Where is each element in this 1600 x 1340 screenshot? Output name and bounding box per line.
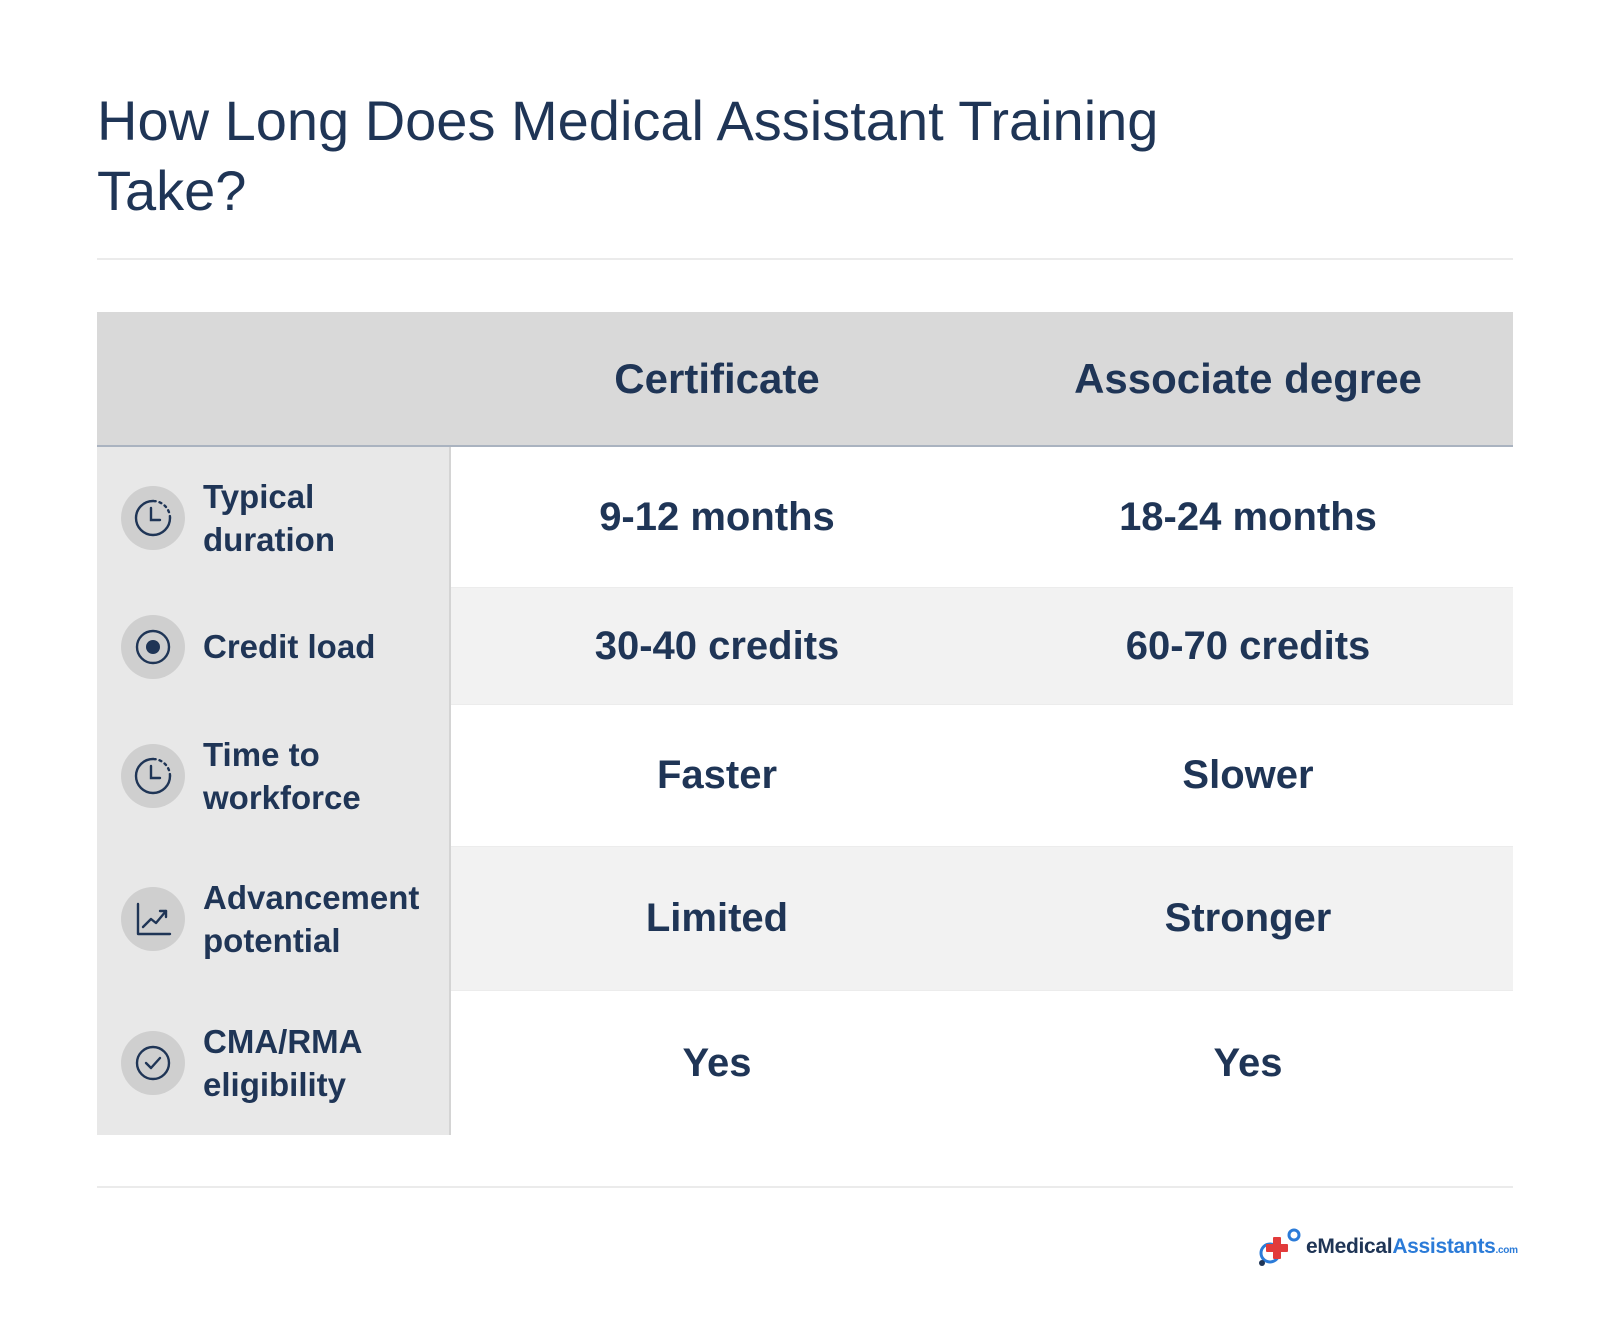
clock-icon: [121, 485, 185, 550]
table-row: CMA/RMA eligibility Yes Yes: [97, 991, 1513, 1135]
logo-text-part1: eMedical: [1306, 1235, 1393, 1258]
table-row: Time to workforce Faster Slower: [97, 705, 1513, 847]
trend-up-chart-icon: [121, 887, 185, 951]
row-label-cell: Advancement potential: [97, 847, 451, 991]
cell-associate: 18-24 months: [983, 447, 1513, 588]
cell-certificate: Limited: [451, 847, 983, 991]
row-label-cell: Typical duration: [97, 447, 451, 588]
row-label-cell: CMA/RMA eligibility: [97, 991, 451, 1135]
row-label-cell: Credit load: [97, 588, 451, 705]
row-label: Time to workforce: [203, 736, 361, 816]
row-label: Typical duration: [203, 477, 335, 558]
cell-certificate: 9-12 months: [451, 447, 983, 588]
row-label: Credit load: [203, 628, 376, 665]
cell-certificate: Yes: [682, 1040, 752, 1085]
table-header: Certificate Associate degree: [97, 312, 1513, 447]
medical-cross-logo-icon: [1259, 1228, 1301, 1266]
check-circle-icon: [121, 1031, 185, 1095]
cell-associate: 60-70 credits: [983, 588, 1513, 705]
logo-wordmark: eMedicalAssistants.com: [1306, 1235, 1518, 1259]
target-icon: [121, 614, 185, 679]
cell-associate: Slower: [983, 705, 1513, 847]
cell-certificate: Faster: [451, 705, 983, 847]
table-row: Advancement potential Limited Stronger: [97, 847, 1513, 991]
table-row: Credit load 30-40 credits 60-70 credits: [97, 588, 1513, 705]
clock-icon: [121, 744, 185, 808]
logo-domain: .com: [1495, 1245, 1518, 1256]
header-corner-cell: [97, 312, 451, 445]
top-divider: [97, 258, 1513, 260]
cell-certificate: 30-40 credits: [451, 588, 983, 705]
page-title: How Long Does Medical Assistant Training…: [97, 89, 1159, 222]
comparison-table: Certificate Associate degree Typical dur…: [97, 312, 1513, 1135]
cell-associate: Yes: [1213, 1040, 1283, 1085]
row-label-cell: Time to workforce: [97, 705, 451, 847]
column-header-associate-degree: Associate degree: [1074, 354, 1422, 402]
cell-associate: Stronger: [983, 847, 1513, 991]
column-header-certificate: Certificate: [614, 354, 820, 402]
row-label: CMA/RMA eligibility: [203, 1023, 362, 1103]
brand-logo: eMedicalAssistants.com: [1258, 1226, 1518, 1268]
row-label: Advancement potential: [203, 879, 420, 959]
bottom-divider: [97, 1186, 1513, 1188]
logo-text-part2: Assistants: [1392, 1235, 1496, 1258]
table-row: Typical duration 9-12 months 18-24 month…: [97, 447, 1513, 588]
